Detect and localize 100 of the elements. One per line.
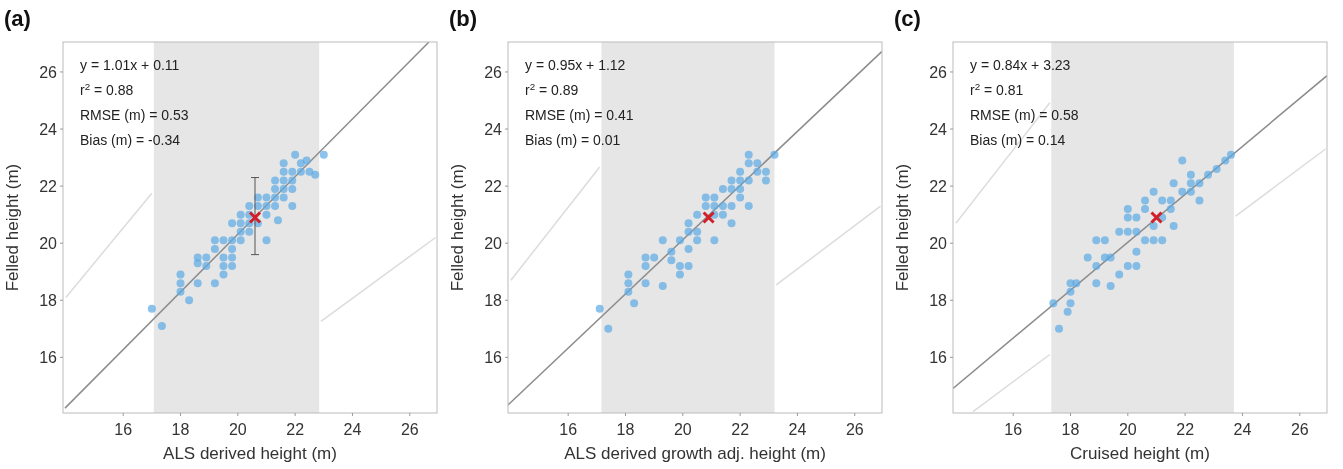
point	[273, 216, 282, 225]
point	[1178, 187, 1187, 196]
point	[1123, 262, 1132, 271]
chart-title: (c)	[894, 6, 921, 31]
point	[219, 262, 228, 271]
point	[702, 211, 716, 225]
y-tick-label: 20	[929, 234, 948, 252]
point	[624, 279, 633, 288]
point	[1123, 213, 1132, 222]
point	[1123, 204, 1132, 213]
point	[185, 296, 194, 305]
point	[193, 253, 202, 262]
annotation: y = 1.01x + 0.11	[80, 57, 180, 73]
point	[650, 253, 659, 262]
point	[701, 193, 710, 202]
point	[193, 279, 202, 288]
annotation: r$^{2}$ = 0.81	[970, 80, 1024, 98]
x-tick-label: 18	[616, 421, 635, 438]
point	[271, 176, 280, 185]
x-tick-label: 26	[845, 421, 864, 438]
point	[1169, 179, 1178, 188]
point	[1158, 196, 1167, 205]
point	[710, 193, 719, 202]
point	[1149, 222, 1158, 231]
point	[202, 262, 211, 271]
x-tick-label: 20	[228, 421, 247, 438]
point	[279, 159, 288, 168]
y-tick-label: 24	[929, 120, 948, 138]
y-tick-label: 22	[484, 177, 503, 195]
point	[1204, 170, 1213, 179]
point	[1166, 204, 1175, 213]
point	[1092, 262, 1101, 271]
point	[684, 219, 693, 228]
point	[641, 253, 650, 262]
point	[271, 193, 280, 202]
point	[228, 253, 237, 262]
point	[1132, 262, 1141, 271]
point	[1226, 150, 1235, 159]
point	[202, 253, 211, 262]
y-tick-label: 18	[39, 291, 58, 309]
point	[1141, 236, 1150, 245]
point	[761, 167, 770, 176]
point	[210, 236, 219, 245]
point	[761, 176, 770, 185]
point	[236, 236, 245, 245]
x-tick-label: 20	[673, 421, 692, 438]
y-axis-title: Felled height (m)	[3, 163, 22, 292]
point	[1115, 227, 1124, 236]
y-tick-label: 26	[39, 63, 58, 81]
annotation: y = 0.95x + 1.12	[525, 57, 626, 73]
annotation: Bias (m) = 0.01	[525, 132, 621, 148]
point	[1221, 156, 1230, 165]
point	[245, 202, 254, 211]
point	[1141, 204, 1150, 213]
x-tick-label: 26	[400, 421, 419, 438]
y-tick-label: 20	[39, 234, 58, 252]
point	[727, 176, 736, 185]
annotation: RMSE (m) = 0.41	[525, 107, 634, 123]
point	[630, 299, 639, 308]
point	[1132, 227, 1141, 236]
point	[1186, 170, 1195, 179]
point	[1066, 287, 1075, 296]
point	[288, 184, 297, 193]
point	[744, 150, 753, 159]
x-tick-label: 22	[1176, 421, 1195, 438]
point	[311, 170, 320, 179]
point	[736, 167, 745, 176]
x-axis-title: Cruised height (m)	[1070, 444, 1210, 463]
x-axis-title: ALS derived height (m)	[163, 444, 337, 463]
point	[736, 184, 745, 193]
point	[667, 247, 676, 256]
annotation: r$^{2}$ = 0.88	[80, 80, 134, 98]
y-axis-title: Felled height (m)	[448, 163, 467, 292]
point	[1158, 236, 1167, 245]
point	[718, 202, 727, 211]
point	[296, 167, 305, 176]
point	[744, 176, 753, 185]
point	[176, 287, 185, 296]
point	[210, 244, 219, 253]
point	[624, 270, 633, 279]
point	[753, 159, 762, 168]
point	[658, 236, 667, 245]
annotation: Bias (m) = -0.34	[80, 132, 181, 148]
point	[718, 184, 727, 193]
point	[228, 219, 237, 228]
point	[744, 202, 753, 211]
point	[236, 210, 245, 219]
point	[753, 167, 762, 176]
point	[718, 210, 727, 219]
point	[1169, 222, 1178, 231]
point	[262, 236, 271, 245]
point	[248, 211, 262, 225]
point	[727, 219, 736, 228]
point	[319, 150, 328, 159]
point	[291, 150, 300, 159]
point	[305, 167, 314, 176]
y-tick-label: 16	[929, 348, 948, 366]
point	[279, 184, 288, 193]
x-tick-label: 22	[731, 421, 750, 438]
point	[228, 236, 237, 245]
